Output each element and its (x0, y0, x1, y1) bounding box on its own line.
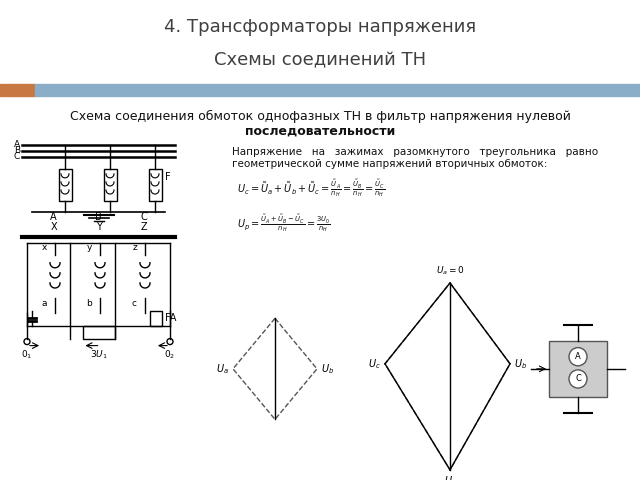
Text: c: c (132, 299, 137, 308)
Text: $3U_1$: $3U_1$ (90, 348, 108, 361)
Text: a: a (42, 299, 47, 308)
Text: последовательности: последовательности (245, 124, 395, 137)
Text: $U_p = \frac{\tilde{U}_A + \tilde{U}_B - \tilde{U}_C}{n_H} = \frac{3U_0}{n_H}$: $U_p = \frac{\tilde{U}_A + \tilde{U}_B -… (237, 212, 331, 234)
Text: B: B (95, 212, 102, 222)
Text: $U_b$: $U_b$ (514, 357, 527, 371)
Text: z: z (132, 243, 137, 252)
Text: Схемы соединений ТН: Схемы соединений ТН (214, 51, 426, 70)
Text: x: x (42, 243, 47, 252)
Text: $U_a$: $U_a$ (216, 362, 229, 376)
Text: $U_c = \tilde{U}_a + \tilde{U}_b + \tilde{U}_c = \frac{\tilde{U}_A}{n_H} = \frac: $U_c = \tilde{U}_a + \tilde{U}_b + \tild… (237, 177, 385, 199)
Bar (549, 341, 607, 396)
Text: A: A (51, 212, 57, 222)
Text: 4. Трансформаторы напряжения: 4. Трансформаторы напряжения (164, 18, 476, 36)
Text: FA: FA (165, 313, 177, 324)
Text: $0_2$: $0_2$ (164, 348, 175, 361)
Bar (83, 326, 115, 338)
Circle shape (569, 348, 587, 366)
Text: C: C (140, 212, 147, 222)
Text: $U_a$: $U_a$ (444, 474, 456, 480)
Text: геометрической сумме напряжений вторичных обмоток:: геометрической сумме напряжений вторичны… (232, 159, 547, 168)
Text: Напряжение   на   зажимах   разомкнутого   треугольника   равно: Напряжение на зажимах разомкнутого треуг… (232, 146, 598, 156)
Text: y: y (86, 243, 92, 252)
Text: F: F (165, 172, 171, 182)
Text: A: A (14, 140, 20, 149)
Text: X: X (51, 222, 57, 232)
Bar (104, 169, 116, 201)
Text: C: C (575, 374, 581, 384)
Text: Z: Z (140, 222, 147, 232)
Text: $0_1$: $0_1$ (21, 348, 33, 361)
Text: b: b (86, 299, 92, 308)
Text: C: C (13, 152, 20, 161)
Bar (150, 311, 162, 326)
Bar (148, 169, 161, 201)
Text: Y: Y (96, 222, 102, 232)
Text: A: A (575, 352, 581, 361)
Bar (0, 84, 35, 96)
Circle shape (569, 370, 587, 388)
Text: B: B (14, 146, 20, 155)
Text: Схема соединения обмоток однофазных ТН в фильтр напряжения нулевой: Схема соединения обмоток однофазных ТН в… (70, 110, 570, 123)
Text: $U_b$: $U_b$ (321, 362, 334, 376)
Text: $U_a=0$: $U_a=0$ (436, 264, 465, 277)
Text: $U_c$: $U_c$ (368, 357, 381, 371)
Bar (58, 169, 72, 201)
